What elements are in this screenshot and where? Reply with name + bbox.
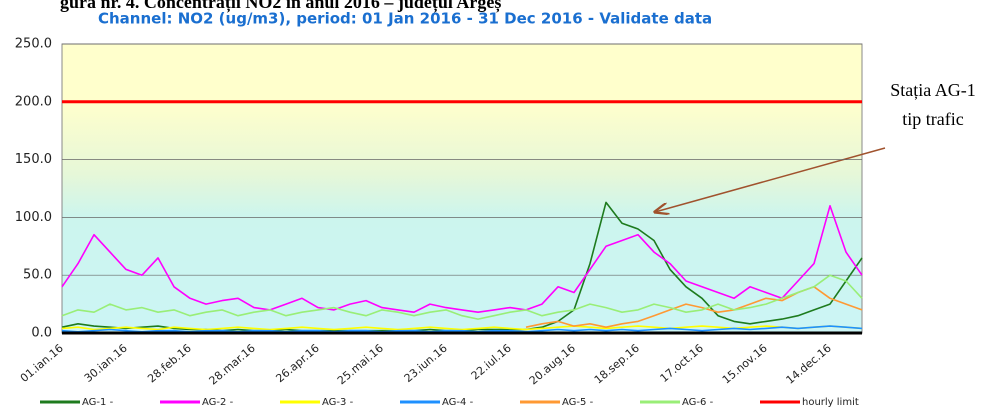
chart-title: Channel: NO2 (ug/m3), period: 01 Jan 201… bbox=[98, 10, 712, 28]
x-tick-label: 17.oct.16 bbox=[658, 342, 706, 385]
heading: gura nr. 4. Concentrații NO2 în anul 201… bbox=[60, 0, 501, 13]
legend-label: hourly limit bbox=[802, 397, 859, 408]
x-tick-label: 26.apr.16 bbox=[273, 342, 321, 386]
x-tick-label: 23.iun.16 bbox=[402, 342, 450, 385]
legend-label: AG-1 - bbox=[82, 397, 114, 408]
legend-label: AG-5 - bbox=[562, 397, 594, 408]
x-tick-label: 01.ian.16 bbox=[18, 342, 66, 385]
series-line bbox=[61, 325, 863, 333]
y-tick-label: 50.0 bbox=[23, 268, 52, 283]
legend-label: AG-4 - bbox=[442, 397, 474, 408]
arrow bbox=[655, 147, 886, 212]
annotation: tip trafic bbox=[902, 109, 963, 129]
y-tick-label: 250.0 bbox=[15, 37, 52, 52]
x-tick-label: 15.nov.16 bbox=[720, 342, 770, 387]
series-line bbox=[61, 205, 863, 313]
legend-label: AG-6 - bbox=[682, 397, 714, 408]
x-tick-label: 25.mai.16 bbox=[335, 342, 386, 388]
legend-label: AG-2 - bbox=[202, 397, 234, 408]
x-tick-label: 18.sep.16 bbox=[592, 342, 642, 387]
x-tick-label: 14.dec.16 bbox=[784, 342, 834, 387]
legend-label: AG-3 - bbox=[322, 397, 354, 408]
x-tick-label: 22.iul.16 bbox=[469, 342, 514, 383]
x-tick-label: 30.ian.16 bbox=[82, 342, 130, 385]
x-tick-label: 20.aug.16 bbox=[527, 342, 578, 388]
x-tick-label: 28.feb.16 bbox=[145, 342, 194, 386]
x-tick-label: 28.mar.16 bbox=[207, 342, 258, 388]
annotation: Stația AG-1 bbox=[890, 80, 976, 100]
y-tick-label: 150.0 bbox=[15, 152, 52, 167]
plot-area bbox=[61, 43, 863, 334]
y-tick-label: 0.0 bbox=[31, 326, 52, 341]
y-tick-label: 200.0 bbox=[15, 94, 52, 109]
y-tick-label: 100.0 bbox=[15, 210, 52, 225]
series-line bbox=[61, 274, 863, 320]
